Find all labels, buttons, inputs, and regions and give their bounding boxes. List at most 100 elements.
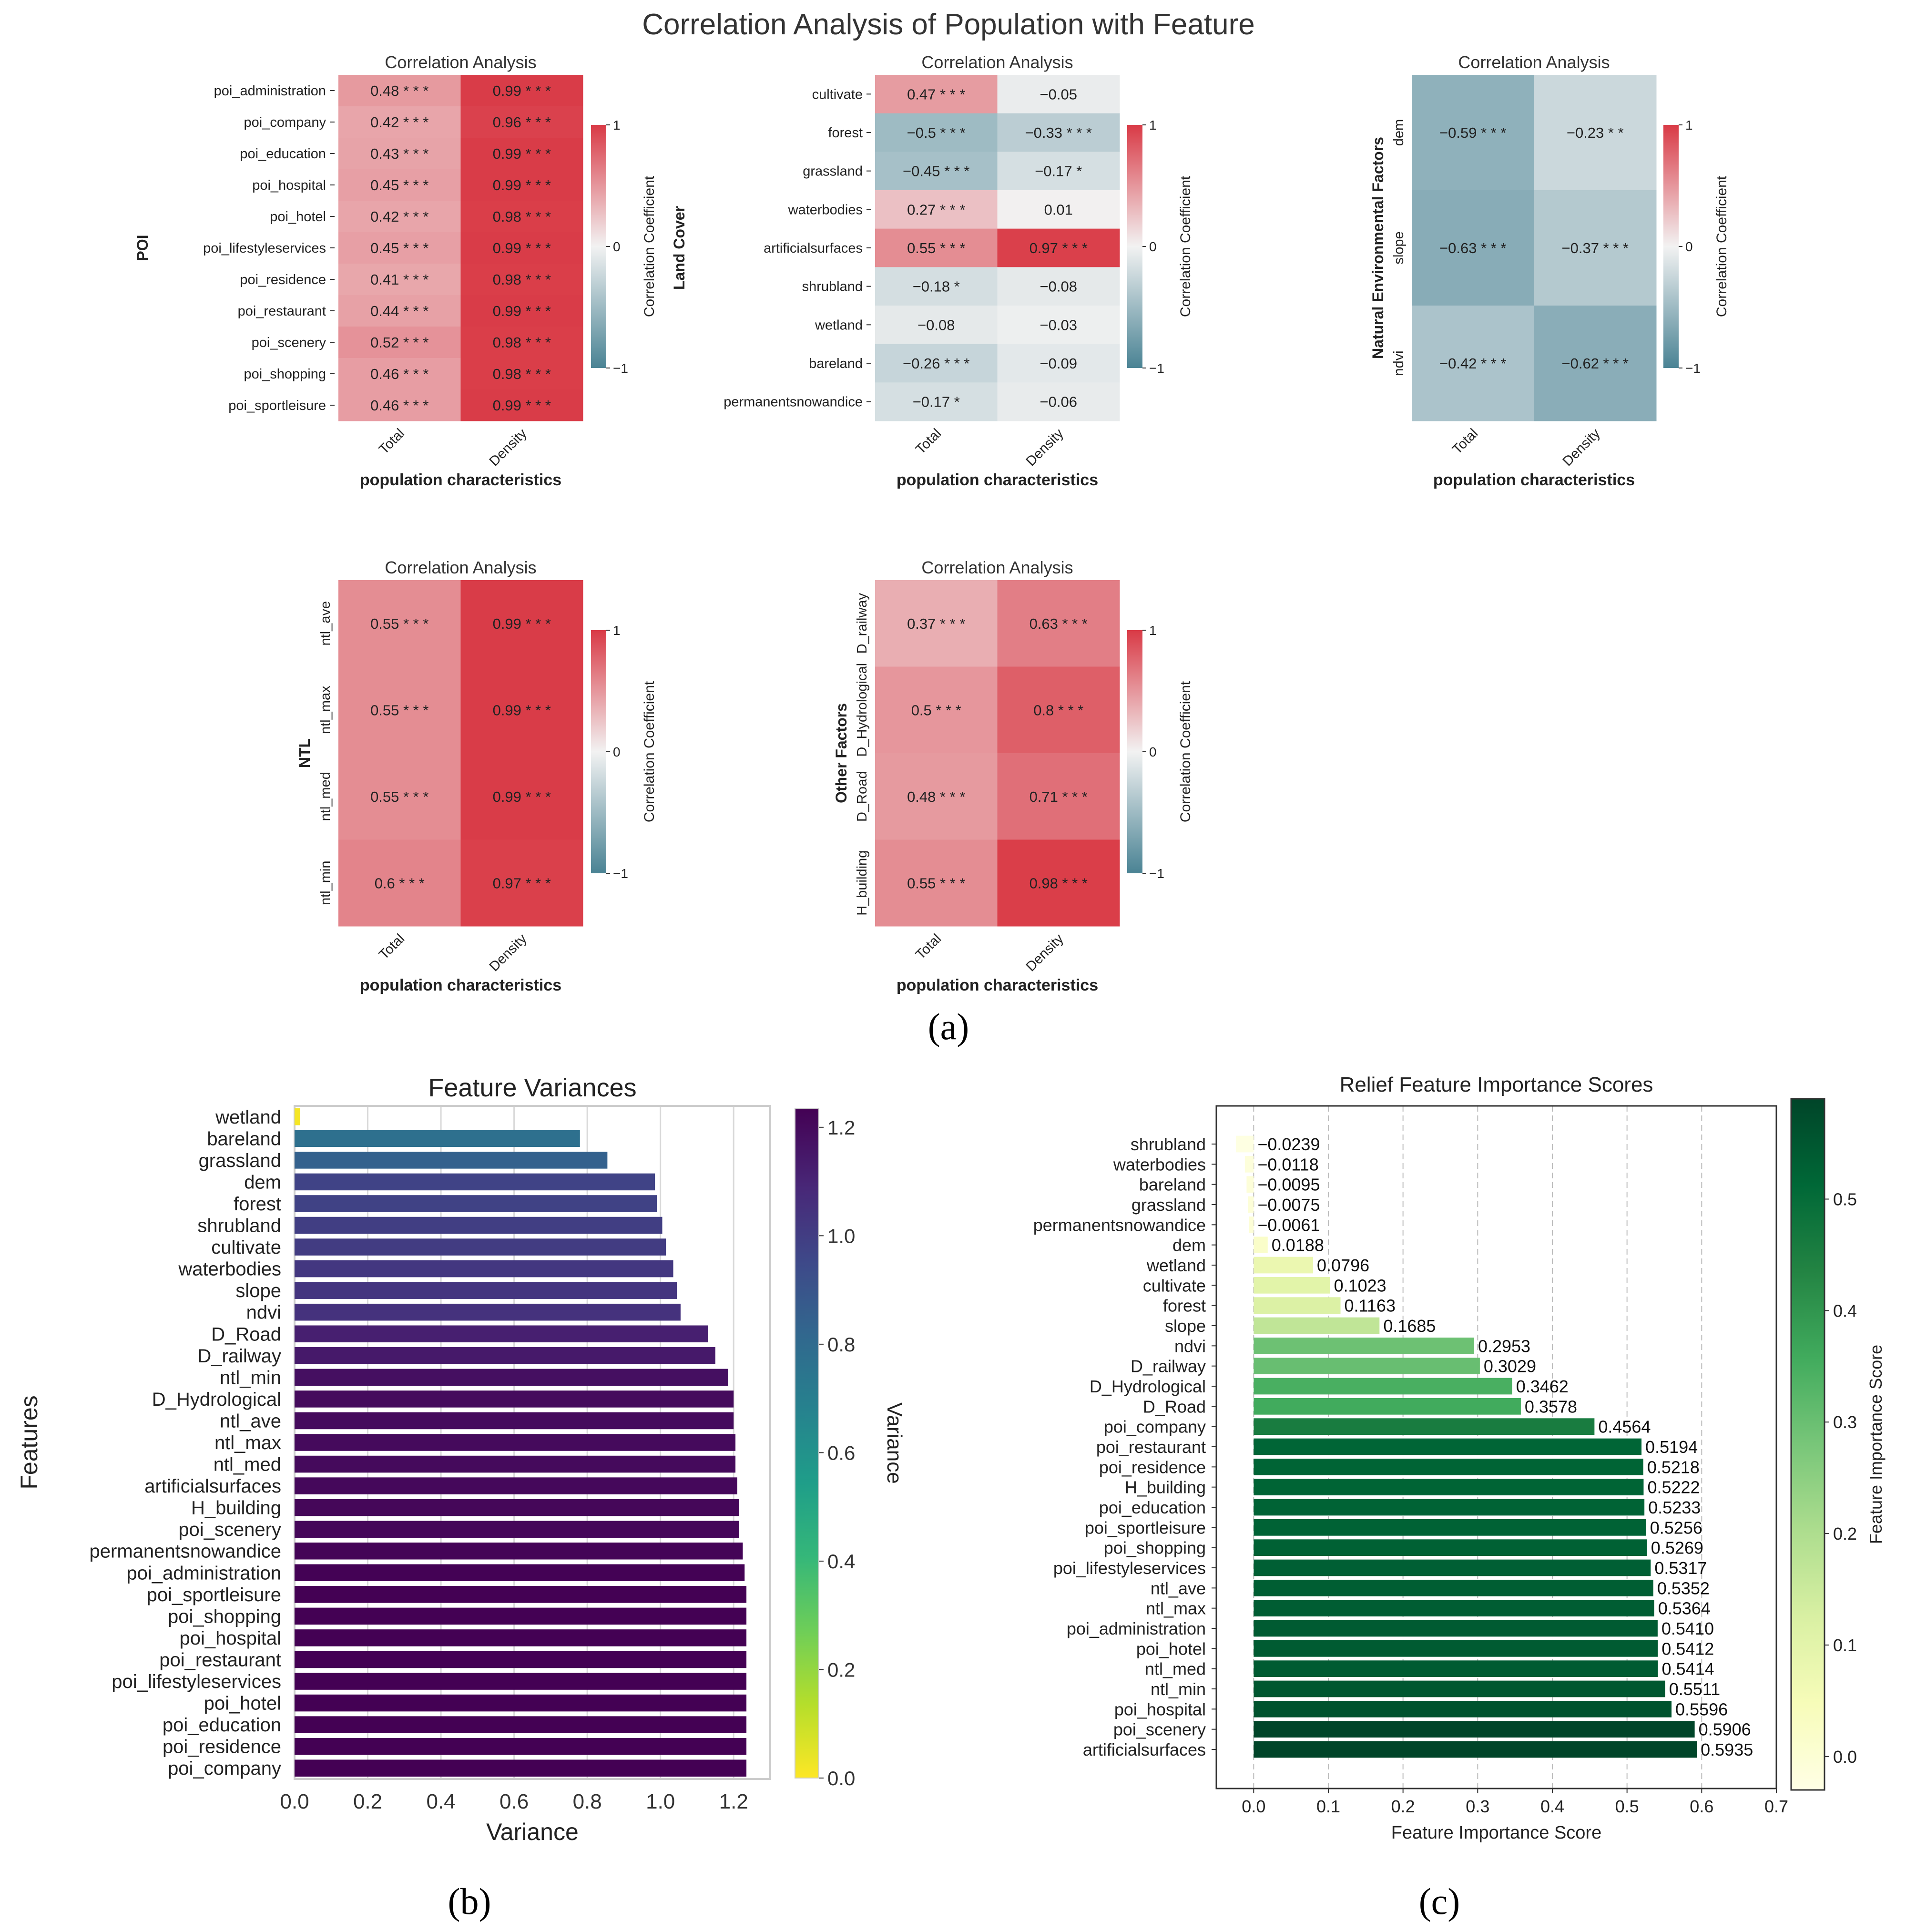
relief-value-label: 0.1163 xyxy=(1345,1296,1396,1316)
colorbar-label: Correlation Coefficient xyxy=(1178,175,1193,317)
panel-label-a: (a) xyxy=(928,1006,969,1047)
heatmap-cell xyxy=(338,106,461,138)
variance-category-label: D_railway xyxy=(197,1346,281,1367)
relief-category-label: D_railway xyxy=(1131,1357,1206,1376)
variance-colorbar-label: Variance xyxy=(883,1402,906,1483)
relief-value-label: 0.5935 xyxy=(1701,1740,1753,1759)
heatmap-cell-label: −0.45 * * * xyxy=(903,163,969,180)
variance-bar xyxy=(295,1521,739,1538)
variance-colorbar-tick-label: 1.2 xyxy=(827,1116,855,1139)
heatmap-cell xyxy=(875,75,998,114)
relief-value-label: 0.5412 xyxy=(1661,1639,1714,1658)
heatmap-cell xyxy=(997,152,1120,191)
variance-category-label: artificialsurfaces xyxy=(144,1476,281,1497)
heatmap-cell-label: 0.99 * * * xyxy=(493,303,551,319)
relief-bar xyxy=(1254,1579,1653,1596)
relief-bar xyxy=(1254,1398,1521,1415)
colorbar-tick-label: 0 xyxy=(613,745,621,759)
relief-value-label: 0.1685 xyxy=(1383,1316,1436,1336)
variance-category-label: grassland xyxy=(199,1150,281,1171)
relief-bar xyxy=(1254,1620,1658,1637)
heatmap-xlabel: population characteristics xyxy=(360,976,561,994)
heatmap-cell xyxy=(460,106,583,138)
heatmap-cell-label: 0.37 * * * xyxy=(907,615,965,632)
heatmap-cell xyxy=(338,75,461,107)
heatmap-cell-label: 0.99 * * * xyxy=(493,177,551,194)
relief-value-label: 0.5410 xyxy=(1661,1619,1714,1638)
variance-bar xyxy=(295,1325,708,1343)
heatmap-row-label: artificialsurfaces xyxy=(764,241,863,256)
variance-bar xyxy=(295,1108,300,1125)
heatmap-cell xyxy=(338,358,461,390)
relief-xtick-label: 0.7 xyxy=(1764,1797,1788,1816)
relief-value-label: 0.0796 xyxy=(1317,1256,1369,1275)
colorbar-tick-label: 0 xyxy=(1685,239,1693,254)
heatmap-cell xyxy=(875,113,998,152)
heatmap-title: Correlation Analysis xyxy=(921,52,1073,72)
heatmap-ylabel: Natural Environmental Factors xyxy=(1369,137,1386,359)
variance-bar xyxy=(295,1412,734,1430)
heatmap-cell-label: −0.09 xyxy=(1040,355,1077,372)
relief-bar xyxy=(1254,1337,1474,1354)
relief-bar xyxy=(1254,1458,1643,1475)
variance-colorbar-tick-label: 0.0 xyxy=(827,1767,855,1789)
heatmap-row-label: waterbodies xyxy=(788,202,863,217)
relief-bar xyxy=(1254,1438,1642,1455)
heatmap-cell-label: −0.33 * * * xyxy=(1025,124,1092,141)
heatmap-cell xyxy=(338,169,461,201)
relief-category-label: shrubland xyxy=(1131,1135,1206,1154)
heatmap-cell-label: 0.6 * * * xyxy=(375,875,425,891)
colorbar-tick-label: −1 xyxy=(1149,361,1164,376)
heatmap-cell xyxy=(460,75,583,107)
heatmap-title: Correlation Analysis xyxy=(1458,52,1610,72)
relief-chart: Relief Feature Importance Scores 0.0 0.1 0.… xyxy=(1033,1073,1886,1843)
heatmap-col-label: Total xyxy=(913,426,944,457)
relief-category-label: poi_shopping xyxy=(1104,1538,1206,1558)
relief-value-label: 0.5352 xyxy=(1657,1578,1710,1598)
colorbar-tick-label: 0 xyxy=(1149,745,1157,759)
relief-value-label: −0.0118 xyxy=(1257,1155,1318,1174)
relief-xtick-label: 0.1 xyxy=(1316,1797,1340,1816)
relief-bar xyxy=(1254,1700,1672,1717)
relief-bar xyxy=(1254,1297,1341,1314)
heatmap-cell xyxy=(875,382,998,421)
variance-ylabel: Features xyxy=(16,1395,42,1489)
relief-bar xyxy=(1254,1499,1645,1516)
variance-bar xyxy=(295,1738,747,1755)
relief-value-label: 0.5596 xyxy=(1675,1699,1728,1719)
heatmap-natural-environmental-factors: Correlation Analysis −0.59 * * * −0.23 * *… xyxy=(1369,52,1730,489)
colorbar-tick-label: −1 xyxy=(613,866,628,881)
heatmap-row-label: D_railway xyxy=(855,593,870,654)
colorbar xyxy=(591,125,606,368)
heatmap-title: Correlation Analysis xyxy=(921,558,1073,577)
relief-colorbar-tick-label: 0.4 xyxy=(1833,1301,1857,1320)
colorbar-tick-label: 1 xyxy=(1685,118,1693,133)
heatmap-cell xyxy=(997,753,1120,840)
heatmap-row-label: H_building xyxy=(855,850,870,916)
suptitle: Correlation Analysis of Population with … xyxy=(642,8,1254,41)
relief-bar xyxy=(1235,1135,1254,1153)
variance-bar xyxy=(295,1455,736,1473)
variance-category-label: forest xyxy=(234,1194,281,1215)
relief-colorbar xyxy=(1790,1098,1825,1791)
heatmap-cell-label: 0.48 * * * xyxy=(370,82,428,99)
heatmap-col-label: Density xyxy=(1560,426,1603,469)
heatmap-cell-label: 0.99 * * * xyxy=(493,788,551,805)
heatmap-cell xyxy=(875,152,998,191)
heatmap-col-label: Total xyxy=(376,931,408,962)
heatmap-cell xyxy=(460,169,583,201)
heatmap-cell-label: 0.47 * * * xyxy=(907,86,965,102)
variance-category-label: ntl_max xyxy=(214,1432,281,1453)
relief-frame xyxy=(1215,1105,1777,1789)
heatmap-row-label: poi_scenery xyxy=(252,335,326,350)
relief-xtick-label: 0.2 xyxy=(1391,1797,1415,1816)
heatmap-cell xyxy=(460,138,583,170)
heatmap-cell xyxy=(1534,306,1657,421)
variance-bar xyxy=(295,1347,715,1364)
variance-xtick-label: 0.6 xyxy=(499,1790,529,1813)
variance-category-label: ntl_min xyxy=(220,1367,281,1388)
colorbar-tick-label: 1 xyxy=(613,623,621,638)
heatmap-xlabel: population characteristics xyxy=(897,976,1098,994)
relief-value-label: 0.5194 xyxy=(1645,1437,1698,1457)
heatmap-cell-label: 0.99 * * * xyxy=(493,702,551,718)
